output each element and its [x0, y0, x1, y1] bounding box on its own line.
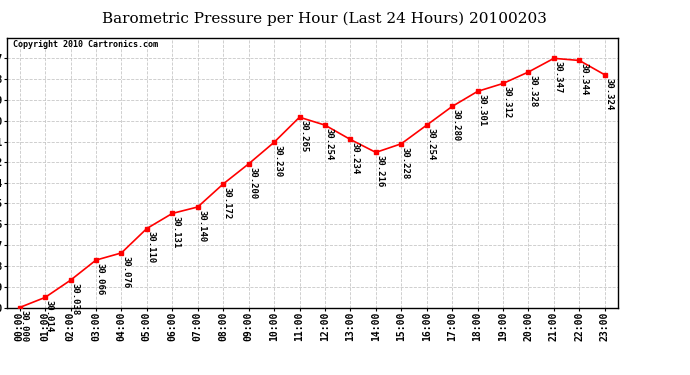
Text: 30.234: 30.234	[350, 142, 359, 174]
Text: 30.324: 30.324	[604, 78, 613, 110]
Text: 30.110: 30.110	[146, 231, 155, 264]
Text: 30.076: 30.076	[121, 256, 130, 288]
Text: 30.230: 30.230	[274, 145, 283, 177]
Text: 30.066: 30.066	[96, 263, 105, 295]
Text: 30.216: 30.216	[375, 155, 384, 188]
Text: Copyright 2010 Cartronics.com: Copyright 2010 Cartronics.com	[13, 40, 158, 49]
Text: 30.228: 30.228	[401, 147, 410, 179]
Text: 30.265: 30.265	[299, 120, 308, 152]
Text: 30.312: 30.312	[503, 86, 512, 118]
Text: Barometric Pressure per Hour (Last 24 Hours) 20100203: Barometric Pressure per Hour (Last 24 Ho…	[102, 11, 546, 26]
Text: 30.200: 30.200	[248, 166, 257, 199]
Text: 30.000: 30.000	[19, 310, 28, 342]
Text: 30.038: 30.038	[70, 283, 79, 315]
Text: 30.131: 30.131	[172, 216, 181, 249]
Text: 30.014: 30.014	[45, 300, 54, 333]
Text: 30.301: 30.301	[477, 94, 486, 126]
Text: 30.140: 30.140	[197, 210, 206, 242]
Text: 30.172: 30.172	[223, 187, 232, 219]
Text: 30.280: 30.280	[452, 109, 461, 141]
Text: 30.254: 30.254	[324, 128, 333, 160]
Text: 30.328: 30.328	[528, 75, 537, 107]
Text: 30.344: 30.344	[579, 63, 588, 96]
Text: 30.254: 30.254	[426, 128, 435, 160]
Text: 30.347: 30.347	[553, 61, 562, 93]
